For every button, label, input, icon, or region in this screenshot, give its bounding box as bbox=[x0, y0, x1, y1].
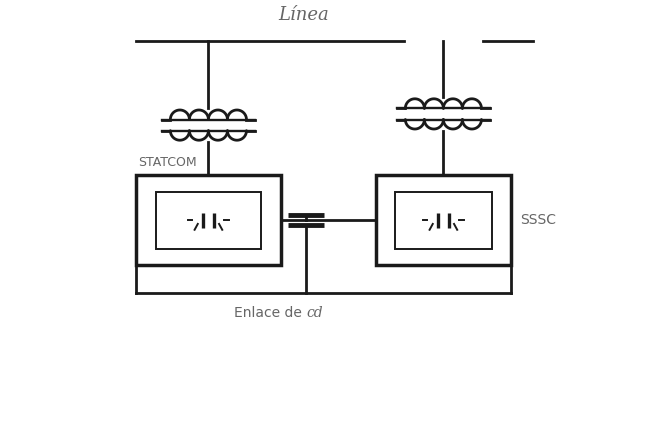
Bar bbox=[395, 192, 492, 249]
Bar bbox=[136, 176, 281, 265]
Bar bbox=[377, 176, 511, 265]
Bar bbox=[156, 192, 261, 249]
Polygon shape bbox=[428, 213, 438, 228]
Text: Enlace de: Enlace de bbox=[234, 305, 306, 319]
Text: SSSC: SSSC bbox=[520, 213, 557, 227]
Polygon shape bbox=[192, 213, 203, 228]
Polygon shape bbox=[449, 213, 459, 228]
Polygon shape bbox=[213, 213, 224, 228]
Text: cd: cd bbox=[306, 305, 323, 319]
Text: STATCOM: STATCOM bbox=[139, 156, 197, 169]
Text: Línea: Línea bbox=[278, 6, 329, 25]
